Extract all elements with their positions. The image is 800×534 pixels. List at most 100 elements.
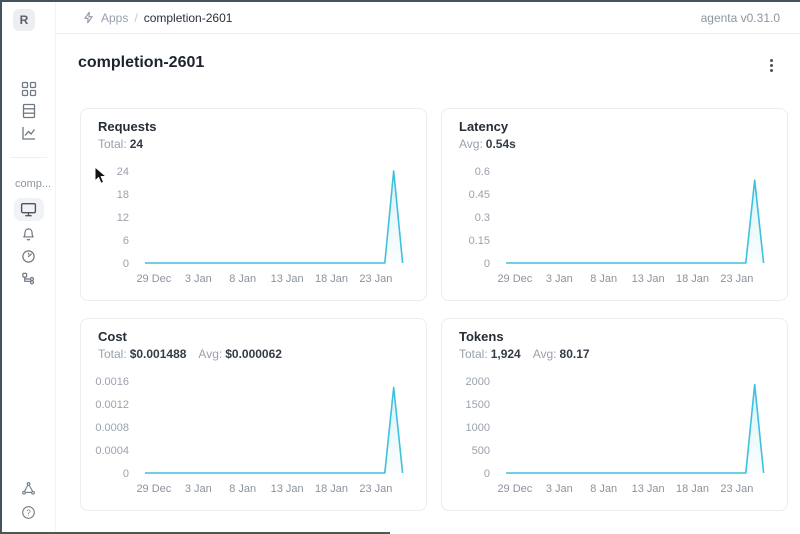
stat: Avg: $0.000062 — [198, 347, 282, 361]
window-frame-top — [0, 0, 800, 2]
card-title: Cost — [98, 329, 127, 344]
breadcrumb-apps-link[interactable]: Apps — [101, 10, 129, 25]
y-tick-label: 0 — [484, 468, 490, 480]
x-tick-label: 8 Jan — [229, 483, 256, 495]
metric-card: Requests Total: 24 24 18 12 6 0 29 Dec 3 Jan 8 J… — [80, 108, 427, 301]
x-tick-label: 23 Jan — [359, 483, 392, 495]
chart-line — [145, 386, 404, 474]
sidebar: R comp... ? — [2, 2, 56, 534]
chart-area-fill — [145, 387, 403, 473]
kebab-menu-icon[interactable] — [764, 55, 778, 75]
chart-area-fill — [506, 384, 764, 473]
stat: Avg: 80.17 — [532, 347, 590, 361]
y-tick-label: 0.0012 — [95, 399, 129, 411]
y-tick-label: 0.6 — [475, 166, 490, 178]
x-tick-label: 18 Jan — [315, 273, 348, 285]
card-stats: Avg: 0.54s — [459, 137, 787, 151]
chart-line — [506, 179, 765, 264]
metric-card: Cost Total: $0.001488 Avg: $0.000062 0.0016… — [80, 318, 427, 511]
x-tick-label: 18 Jan — [676, 273, 709, 285]
x-tick-label: 3 Jan — [185, 483, 212, 495]
x-tick-label: 29 Dec — [497, 273, 532, 285]
x-tick-label: 13 Jan — [632, 483, 665, 495]
x-tick-label: 8 Jan — [229, 273, 256, 285]
apps-grid-icon[interactable] — [2, 81, 55, 97]
x-tick-label: 18 Jan — [676, 483, 709, 495]
x-tick-label: 18 Jan — [315, 483, 348, 495]
y-tick-label: 0.3 — [475, 212, 490, 224]
x-tick-label: 29 Dec — [136, 483, 171, 495]
x-tick-label: 3 Jan — [546, 483, 573, 495]
line-chart[interactable]: 2000 1500 1000 500 0 29 Dec 3 Jan 8 Jan 13 Jan 18… — [446, 367, 784, 505]
x-tick-label: 8 Jan — [590, 483, 617, 495]
y-tick-label: 6 — [123, 235, 129, 247]
x-tick-label: 13 Jan — [271, 273, 304, 285]
lightning-icon — [82, 11, 95, 24]
page-title: completion-2601 — [78, 54, 205, 71]
sidebar-divider — [10, 157, 47, 158]
tree-icon[interactable] — [2, 271, 55, 286]
y-tick-label: 24 — [117, 166, 129, 178]
card-stats: Total: 1,924 Avg: 80.17 — [459, 347, 787, 361]
y-tick-label: 500 — [472, 445, 490, 457]
stat: Total: $0.001488 — [98, 347, 187, 361]
metric-card: Latency Avg: 0.54s 0.6 0.45 0.3 0.15 0 29 Dec 3… — [441, 108, 788, 301]
card-stats: Total: $0.001488 Avg: $0.000062 — [98, 347, 426, 361]
x-tick-label: 3 Jan — [185, 273, 212, 285]
card-stats: Total: 24 — [98, 137, 426, 151]
triangle-nodes-icon[interactable] — [2, 481, 55, 496]
help-glyph: ? — [26, 508, 31, 517]
line-chart[interactable]: 0.0016 0.0012 0.0008 0.0004 0 29 Dec 3 Jan 8 Ja… — [85, 367, 423, 505]
y-tick-label: 0.0016 — [95, 376, 129, 388]
y-tick-label: 12 — [117, 212, 129, 224]
y-tick-label: 0 — [484, 258, 490, 270]
y-tick-label: 0.45 — [469, 189, 490, 201]
y-tick-label: 0.0008 — [95, 422, 129, 434]
table-icon[interactable] — [2, 103, 55, 119]
y-tick-label: 0 — [123, 468, 129, 480]
window-frame-bottom — [0, 532, 390, 534]
y-tick-label: 1000 — [466, 422, 490, 434]
sidebar-app-section-label: comp... — [15, 178, 52, 190]
x-tick-label: 8 Jan — [590, 273, 617, 285]
metric-card: Tokens Total: 1,924 Avg: 80.17 2000 1500 1000… — [441, 318, 788, 511]
chart-area-fill — [145, 171, 403, 263]
gauge-icon[interactable] — [2, 249, 55, 264]
x-tick-label: 23 Jan — [720, 483, 753, 495]
y-tick-label: 0.0004 — [95, 445, 129, 457]
stat: Avg: 0.54s — [459, 137, 516, 151]
card-title: Tokens — [459, 329, 504, 344]
chart-line — [145, 170, 404, 264]
monitor-icon[interactable] — [2, 201, 55, 218]
breadcrumb: Apps / completion-2601 — [82, 2, 232, 33]
app-version-label: agenta v0.31.0 — [700, 10, 780, 25]
x-tick-label: 13 Jan — [271, 483, 304, 495]
y-tick-label: 0.15 — [469, 235, 490, 247]
line-chart-icon[interactable] — [2, 125, 55, 141]
x-tick-label: 23 Jan — [359, 273, 392, 285]
x-tick-label: 23 Jan — [720, 273, 753, 285]
top-bar: Apps / completion-2601 agenta v0.31.0 — [2, 2, 800, 34]
x-tick-label: 3 Jan — [546, 273, 573, 285]
y-tick-label: 18 — [117, 189, 129, 201]
card-title: Requests — [98, 119, 157, 134]
stat: Total: 1,924 — [459, 347, 521, 361]
stat: Total: 24 — [98, 137, 144, 151]
bell-icon[interactable] — [2, 227, 55, 242]
line-chart[interactable]: 24 18 12 6 0 29 Dec 3 Jan 8 Jan 13 Jan 18 Jan 23 J… — [85, 157, 423, 295]
breadcrumb-separator: / — [134, 10, 138, 25]
chart-line — [506, 383, 765, 474]
line-chart[interactable]: 0.6 0.45 0.3 0.15 0 29 Dec 3 Jan 8 Jan 13 Jan 18 … — [446, 157, 784, 295]
help-icon[interactable]: ? — [2, 505, 55, 520]
chart-area-fill — [506, 180, 764, 263]
x-tick-label: 29 Dec — [136, 273, 171, 285]
workspace-avatar[interactable]: R — [13, 9, 35, 31]
x-tick-label: 13 Jan — [632, 273, 665, 285]
breadcrumb-current[interactable]: completion-2601 — [143, 10, 233, 25]
card-title: Latency — [459, 119, 509, 134]
y-tick-label: 2000 — [466, 376, 490, 388]
y-tick-label: 1500 — [466, 399, 490, 411]
y-tick-label: 0 — [123, 258, 129, 270]
x-tick-label: 29 Dec — [497, 483, 532, 495]
window-frame-left — [0, 0, 2, 534]
